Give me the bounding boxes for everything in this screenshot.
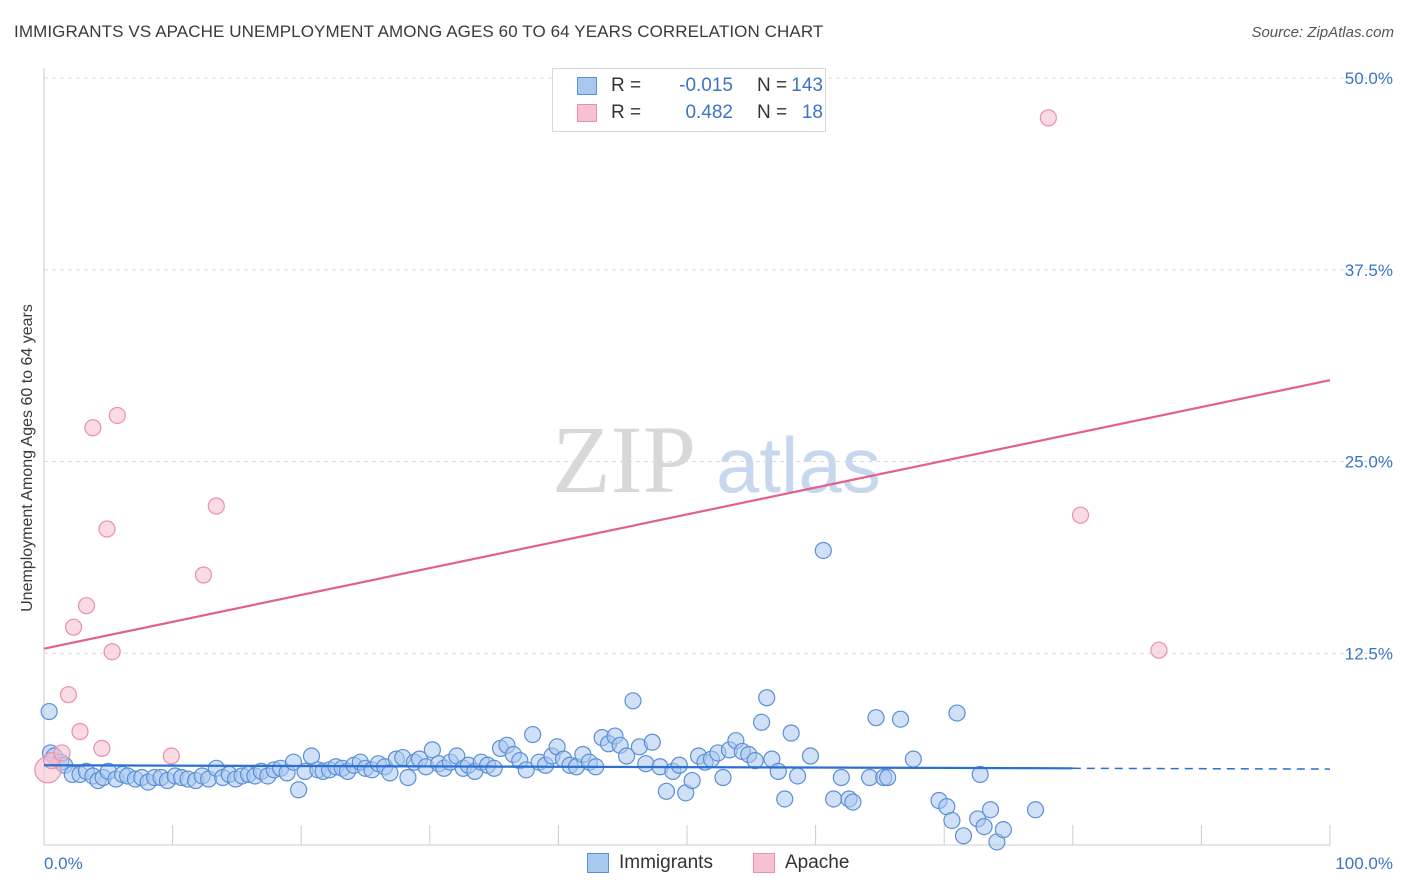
apache-point <box>1071 506 1090 524</box>
n-label: N = <box>757 102 788 123</box>
n-label: N = <box>757 75 788 96</box>
legend-label: Apache <box>785 852 850 873</box>
r-value: -0.015 <box>679 75 733 96</box>
immigrants-point <box>302 747 321 765</box>
immigrants-point <box>381 764 399 782</box>
trend-lines <box>43 379 1331 770</box>
immigrants-point <box>844 793 862 811</box>
immigrants-point <box>657 782 676 800</box>
immigrants-point <box>399 768 417 787</box>
immigrants-point <box>758 689 776 707</box>
apache-swatch <box>577 104 597 122</box>
axis-tick-labels: 12.5% 25.0% 37.5% 50.0% 0.0% 100.0% <box>44 69 1393 873</box>
chart-title: IMMIGRANTS VS APACHE UNEMPLOYMENT AMONG … <box>14 22 824 41</box>
x-tick-label: 100.0% <box>1335 854 1393 873</box>
apache-point <box>162 747 180 765</box>
immigrants-point <box>637 755 655 773</box>
immigrants-point <box>617 747 636 765</box>
immigrants-point <box>1026 801 1045 819</box>
watermark-atlas: atlas <box>716 421 881 509</box>
immigrants-point <box>714 768 732 787</box>
immigrants-point <box>683 771 701 790</box>
apache-point <box>108 406 126 425</box>
immigrants-trend-extension <box>1072 767 1331 770</box>
immigrants-point <box>954 827 973 845</box>
immigrants-point <box>752 713 771 731</box>
apache-swatch <box>753 853 775 873</box>
immigrants-point <box>40 702 58 721</box>
y-tick-label: 12.5% <box>1345 644 1393 663</box>
immigrants-point <box>879 768 897 787</box>
grid-lines <box>44 77 1395 654</box>
apache-point <box>77 597 96 615</box>
n-value: 143 <box>791 75 823 96</box>
immigrants-point <box>788 767 807 785</box>
immigrants-point <box>943 811 961 830</box>
immigrants-point <box>891 710 910 728</box>
immigrants-point <box>994 821 1012 839</box>
immigrants-point <box>867 709 885 727</box>
immigrants-trend-line <box>43 764 1073 770</box>
immigrants-swatch <box>577 77 597 95</box>
r-label: R = <box>611 75 642 96</box>
immigrants-point <box>971 765 989 784</box>
apache-point <box>71 722 89 741</box>
x-tick-label: 0.0% <box>44 854 83 873</box>
immigrants-point <box>423 741 441 759</box>
immigrants-point <box>904 750 922 768</box>
immigrants-point <box>624 692 642 710</box>
immigrants-point <box>776 790 794 808</box>
watermark: ZIP atlas <box>552 406 881 513</box>
apache-point <box>84 419 102 437</box>
apache-point <box>194 566 213 584</box>
immigrants-point <box>832 768 850 787</box>
n-value: 18 <box>801 102 823 123</box>
immigrants-point <box>524 725 542 744</box>
immigrants-point <box>801 747 820 765</box>
watermark-zip: ZIP <box>552 406 696 513</box>
r-label: R = <box>611 102 642 123</box>
immigrants-point <box>485 759 503 777</box>
y-tick-label: 37.5% <box>1345 261 1393 280</box>
immigrants-point <box>981 801 1000 819</box>
immigrants-point <box>814 541 832 560</box>
apache-point <box>93 739 111 757</box>
immigrants-point <box>290 781 308 799</box>
apache-point <box>98 520 116 538</box>
apache-point <box>64 618 83 636</box>
source-label: Source: ZipAtlas.com <box>1251 24 1394 41</box>
r-value: 0.482 <box>685 102 733 123</box>
immigrants-point <box>975 817 993 836</box>
immigrants-point <box>746 752 764 770</box>
apache-point <box>1039 109 1057 127</box>
apache-point <box>103 643 121 661</box>
immigrants-point <box>948 704 966 722</box>
apache-point <box>207 497 225 515</box>
legend-label: Immigrants <box>619 852 713 873</box>
apache-point <box>59 686 78 704</box>
y-tick-label: 50.0% <box>1345 69 1393 88</box>
apache-trend-line <box>43 379 1331 650</box>
correlation-legend: R = -0.015 N = 143 R = 0.482 N = 18 <box>552 68 826 132</box>
immigrants-point <box>769 762 787 780</box>
immigrants-point <box>782 724 800 742</box>
immigrants-point <box>670 756 688 774</box>
apache-point <box>53 744 71 762</box>
immigrants-swatch <box>587 853 609 873</box>
y-tick-label: 25.0% <box>1345 453 1393 472</box>
immigrants-point <box>825 790 843 808</box>
apache-point <box>1150 641 1168 659</box>
immigrants-point <box>643 733 661 751</box>
